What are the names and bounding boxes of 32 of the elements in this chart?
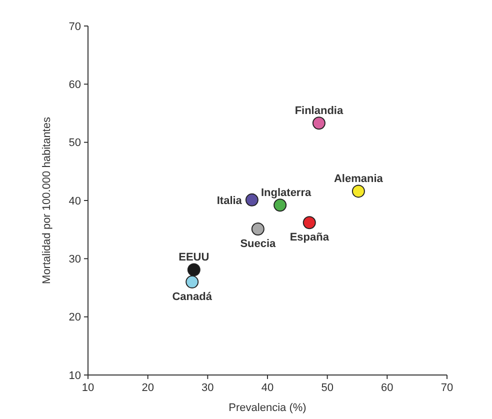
series-label: Suecia [240,238,277,250]
x-tick-label: 70 [440,382,454,394]
x-tick-label: 60 [381,382,394,394]
series-label: Finlandia [294,105,344,118]
y-tick-label: 10 [68,370,81,382]
series-label: Alemania [334,173,384,186]
series-label: EEUU [178,252,210,264]
y-tick-label: 60 [68,79,81,92]
point [312,116,326,130]
point [302,216,316,230]
point [274,198,287,212]
y-axis-title: Mortalidad por 100.000 habitantes [41,116,53,284]
y-tick-label: 50 [68,137,81,150]
y-tick-label: 40 [68,195,81,208]
series-label: Inglaterra [260,187,312,200]
y-tick-label: 30 [68,254,81,266]
point [251,222,264,236]
point [245,193,258,206]
point [352,184,365,198]
series-label: España [290,232,330,244]
x-tick-label: 50 [321,382,334,394]
y-tick-label: 20 [68,312,81,324]
x-tick-label: 40 [261,382,274,394]
x-tick-label: 10 [82,382,94,394]
point [186,275,199,288]
y-tick-label: 70 [68,20,81,33]
x-axis-title: Prevalencia (%) [228,402,306,414]
series-label: Canadá [172,290,213,303]
series-label: Italia [216,194,243,207]
x-tick-label: 20 [142,382,154,394]
point [187,263,200,276]
x-tick-label: 30 [202,382,214,394]
